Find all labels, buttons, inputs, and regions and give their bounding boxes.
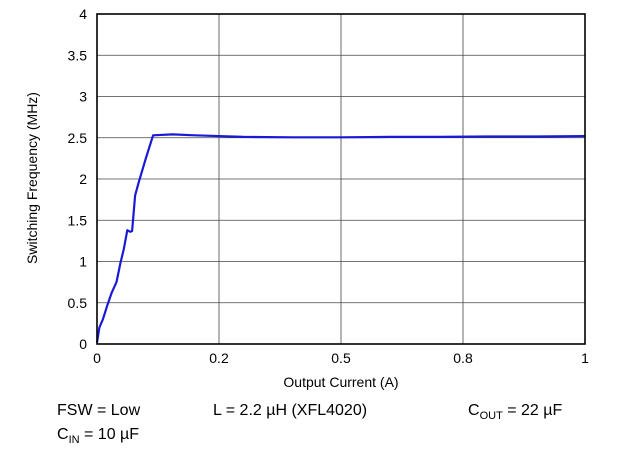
x-tick-label: 0.2 (209, 350, 229, 366)
cin-prefix: C (57, 426, 69, 443)
inductor-note: L = 2.2 µH (XFL4020) (213, 402, 368, 419)
cout-subscript: OUT (479, 410, 503, 422)
cout-value: = 22 µF (502, 402, 563, 419)
cout-prefix: C (468, 402, 480, 419)
series (95, 133, 586, 343)
y-tick-label: 3 (79, 89, 87, 105)
x-tick-label: 0 (93, 350, 101, 366)
y-tick-label: 2 (79, 171, 87, 187)
series-line (95, 133, 586, 343)
x-tick-label: 0.8 (453, 350, 473, 366)
x-tick-label: 1 (581, 350, 589, 366)
cin-value: = 10 µF (79, 426, 140, 443)
y-tick-label: 3.5 (68, 47, 88, 63)
y-tick-label: 1.5 (68, 212, 88, 228)
y-tick-label: 4 (79, 6, 87, 22)
y-tick-label: 0.5 (68, 295, 88, 311)
plot-frame (96, 13, 586, 345)
fsw-note: FSW = Low (57, 402, 141, 419)
grid (97, 14, 585, 344)
y-tick-labels: 0 0.5 1 1.5 2 2.5 3 3.5 4 (68, 6, 88, 352)
y-axis-label: Switching Frequency (MHz) (24, 92, 40, 264)
y-tick-label: 0 (79, 336, 87, 352)
plot-border (96, 13, 586, 345)
cin-note: CIN = 10 µF (57, 426, 140, 446)
cin-subscript: IN (68, 434, 80, 446)
x-tick-labels: 0 0.2 0.5 0.8 1 (93, 350, 589, 366)
x-tick-label: 0.5 (331, 350, 351, 366)
x-axis-label: Output Current (A) (283, 374, 398, 390)
y-tick-label: 1 (79, 254, 87, 270)
cout-note: COUT = 22 µF (468, 402, 563, 422)
y-tick-label: 2.5 (68, 130, 88, 146)
